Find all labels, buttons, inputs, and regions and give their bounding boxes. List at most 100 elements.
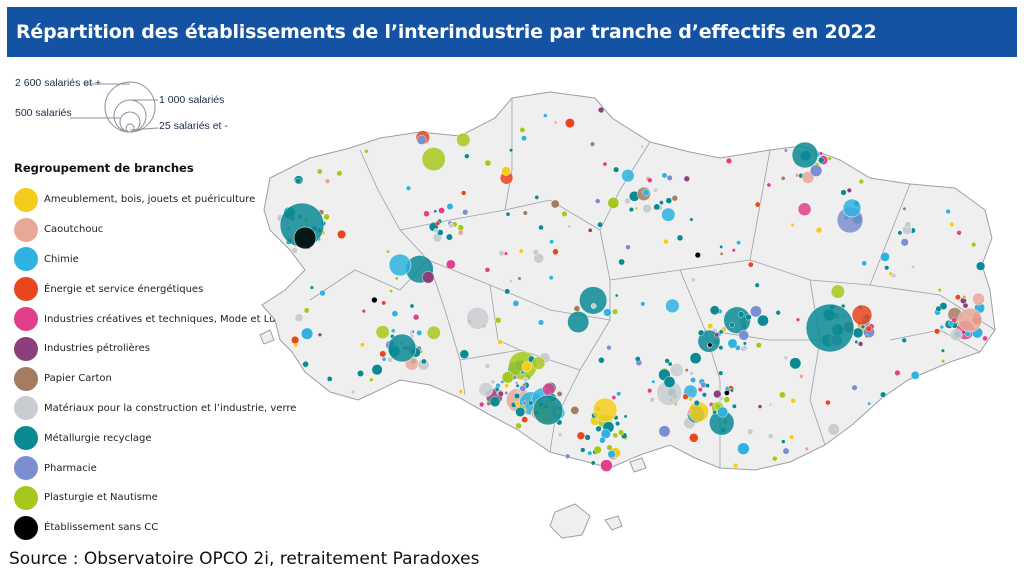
legend-label: Plasturgie et Nautisme xyxy=(44,492,158,504)
legend-heading: Regroupement de branches xyxy=(14,161,194,175)
establishment-bubble xyxy=(625,244,631,250)
establishment-bubble xyxy=(734,345,741,351)
establishment-bubble xyxy=(514,393,521,400)
establishment-bubble xyxy=(445,259,456,270)
establishment-bubble xyxy=(600,459,613,472)
establishment-bubble xyxy=(522,400,528,406)
establishment-bubble xyxy=(484,267,491,273)
legend-swatch xyxy=(14,307,38,332)
legend-swatch xyxy=(14,277,38,302)
establishment-bubble xyxy=(359,342,365,348)
establishment-bubble xyxy=(713,390,722,399)
establishment-bubble xyxy=(801,171,815,184)
establishment-bubble xyxy=(754,201,761,208)
establishment-bubble xyxy=(945,208,951,215)
establishment-bubble xyxy=(854,340,859,344)
establishment-bubble xyxy=(598,106,605,114)
establishment-bubble xyxy=(851,384,858,391)
establishment-bubble xyxy=(606,345,612,351)
establishment-bubble xyxy=(949,328,963,342)
size-label-2600: 2 600 salariés et + xyxy=(15,77,102,89)
establishment-bubble xyxy=(386,356,393,363)
establishment-bubble xyxy=(846,187,852,193)
establishment-bubble xyxy=(302,361,309,368)
establishment-bubble xyxy=(861,260,868,267)
establishment-bubble xyxy=(757,404,763,409)
establishment-bubble xyxy=(682,393,689,400)
establishment-bubble xyxy=(665,298,680,314)
establishment-bubble xyxy=(617,429,625,436)
establishment-bubble xyxy=(718,329,724,335)
establishment-bubble xyxy=(416,135,427,145)
establishment-bubble xyxy=(606,444,613,451)
establishment-bubble xyxy=(755,342,762,349)
establishment-bubble xyxy=(503,251,508,256)
legend-swatch xyxy=(14,366,38,391)
legend-item: Pharmacie xyxy=(14,453,294,483)
establishment-bubble xyxy=(295,177,302,185)
legend-swatch xyxy=(14,426,38,451)
establishment-bubble xyxy=(435,220,441,226)
establishment-bubble xyxy=(718,345,724,351)
establishment-bubble xyxy=(797,202,812,216)
establishment-bubble xyxy=(364,149,369,154)
establishment-bubble xyxy=(902,206,907,211)
establishment-bubble xyxy=(684,368,689,372)
establishment-bubble xyxy=(497,339,504,345)
establishment-bubble xyxy=(501,166,511,176)
establishment-bubble xyxy=(693,400,700,407)
establishment-bubble xyxy=(615,421,621,427)
establishment-bubble xyxy=(941,359,946,364)
establishment-bubble xyxy=(612,308,619,315)
establishment-bubble xyxy=(294,313,304,323)
establishment-bubble xyxy=(888,271,893,276)
establishment-bubble xyxy=(783,355,789,361)
establishment-bubble xyxy=(409,303,415,309)
establishment-bubble xyxy=(647,388,653,394)
establishment-bubble xyxy=(705,383,710,388)
establishment-bubble xyxy=(519,385,527,392)
legend-swatch xyxy=(14,456,38,481)
legend-item: Industries pétrolières xyxy=(14,334,294,364)
establishment-bubble xyxy=(714,332,720,338)
legend-swatch xyxy=(14,396,38,421)
establishment-bubble xyxy=(576,431,586,440)
establishment-bubble xyxy=(602,161,608,167)
establishment-bubble xyxy=(982,335,988,342)
establishment-bubble xyxy=(957,307,983,333)
establishment-bubble xyxy=(520,370,525,375)
legend-label: Chimie xyxy=(44,253,79,265)
establishment-bubble xyxy=(504,391,509,395)
establishment-bubble xyxy=(745,313,752,321)
legend-item: Plasturgie et Nautisme xyxy=(14,483,294,513)
establishment-bubble xyxy=(405,185,412,191)
establishment-bubble xyxy=(548,275,554,281)
establishment-bubble xyxy=(683,175,690,182)
establishment-bubble xyxy=(972,292,985,306)
establishment-bubble xyxy=(719,244,724,249)
establishment-bubble xyxy=(766,182,772,188)
establishment-bubble xyxy=(479,401,485,408)
establishment-bubble xyxy=(939,325,944,330)
establishment-bubble xyxy=(512,300,520,307)
establishment-bubble xyxy=(498,250,505,257)
establishment-bubble xyxy=(590,460,596,466)
establishment-bubble xyxy=(597,221,603,228)
establishment-bubble xyxy=(350,389,356,395)
establishment-bubble xyxy=(464,153,470,159)
legend-label: Industries pétrolières xyxy=(44,343,150,355)
establishment-bubble xyxy=(616,391,622,397)
establishment-bubble xyxy=(842,198,862,218)
establishment-bubble xyxy=(448,222,454,229)
establishment-bubble xyxy=(423,210,430,217)
establishment-bubble xyxy=(323,213,330,221)
establishment-bubble xyxy=(897,230,903,236)
legend-label: Caoutchouc xyxy=(44,224,104,236)
establishment-bubble xyxy=(772,456,778,462)
establishment-bubble xyxy=(599,437,606,444)
establishment-bubble xyxy=(515,383,520,388)
island xyxy=(259,329,275,345)
establishment-bubble xyxy=(775,310,781,316)
establishment-bubble xyxy=(789,357,802,370)
establishment-bubble xyxy=(661,172,668,179)
